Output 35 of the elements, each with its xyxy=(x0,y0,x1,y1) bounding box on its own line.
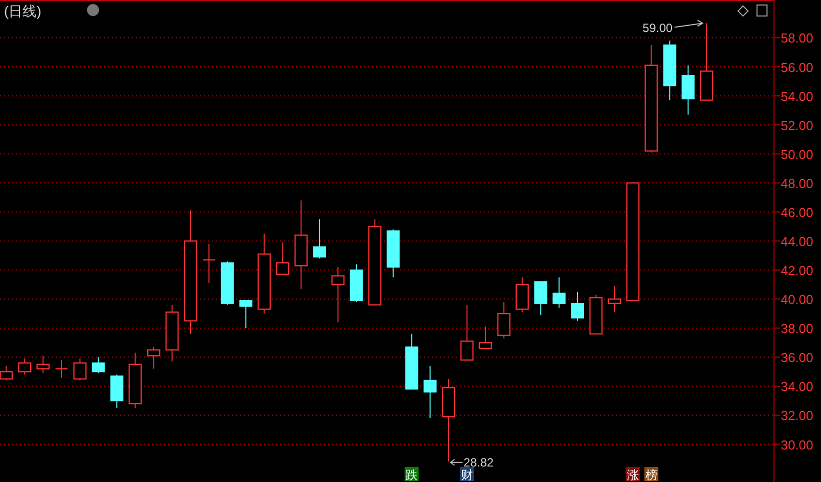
candlestick xyxy=(608,286,622,313)
annotation: 涨 xyxy=(626,468,639,482)
annotation: 28.82 xyxy=(464,455,494,470)
candlestick xyxy=(165,304,179,362)
candlestick xyxy=(552,276,566,308)
candlestick xyxy=(331,266,345,323)
y-tick-label: 46.00 xyxy=(780,204,814,220)
candlestick xyxy=(54,360,68,378)
y-tick-label: 58.00 xyxy=(780,30,814,46)
y-tick-label: 50.00 xyxy=(780,146,814,162)
y-tick-label: 38.00 xyxy=(780,321,814,336)
y-tick-label: 30.00 xyxy=(780,437,814,452)
annotation: 跌 xyxy=(406,468,418,482)
y-tick-label: 48.00 xyxy=(780,176,814,191)
y-tick-label: 32.00 xyxy=(780,408,814,424)
y-tick-label: 44.00 xyxy=(780,234,814,249)
candlestick xyxy=(442,378,456,462)
candlestick xyxy=(184,210,198,334)
candlestick xyxy=(424,365,437,419)
candlestick xyxy=(682,64,695,116)
y-tick-label: 40.00 xyxy=(780,292,814,308)
y-tick-label: 54.00 xyxy=(780,88,814,104)
y-tick-label: 56.00 xyxy=(780,60,814,75)
y-tick-label: 34.00 xyxy=(780,379,814,394)
candlestick xyxy=(663,40,676,101)
candlestick xyxy=(128,352,142,408)
y-tick-label: 52.00 xyxy=(780,118,814,133)
annotation: 榜 xyxy=(645,468,658,482)
y-tick-label: 36.00 xyxy=(780,350,814,366)
annotation: 财 xyxy=(460,468,473,482)
y-tick-label: 42.00 xyxy=(780,263,814,278)
candlestick xyxy=(202,243,216,284)
chart-title: (日线) xyxy=(4,3,42,19)
annotation: 59.00 xyxy=(642,21,673,36)
candlestick xyxy=(294,200,308,290)
